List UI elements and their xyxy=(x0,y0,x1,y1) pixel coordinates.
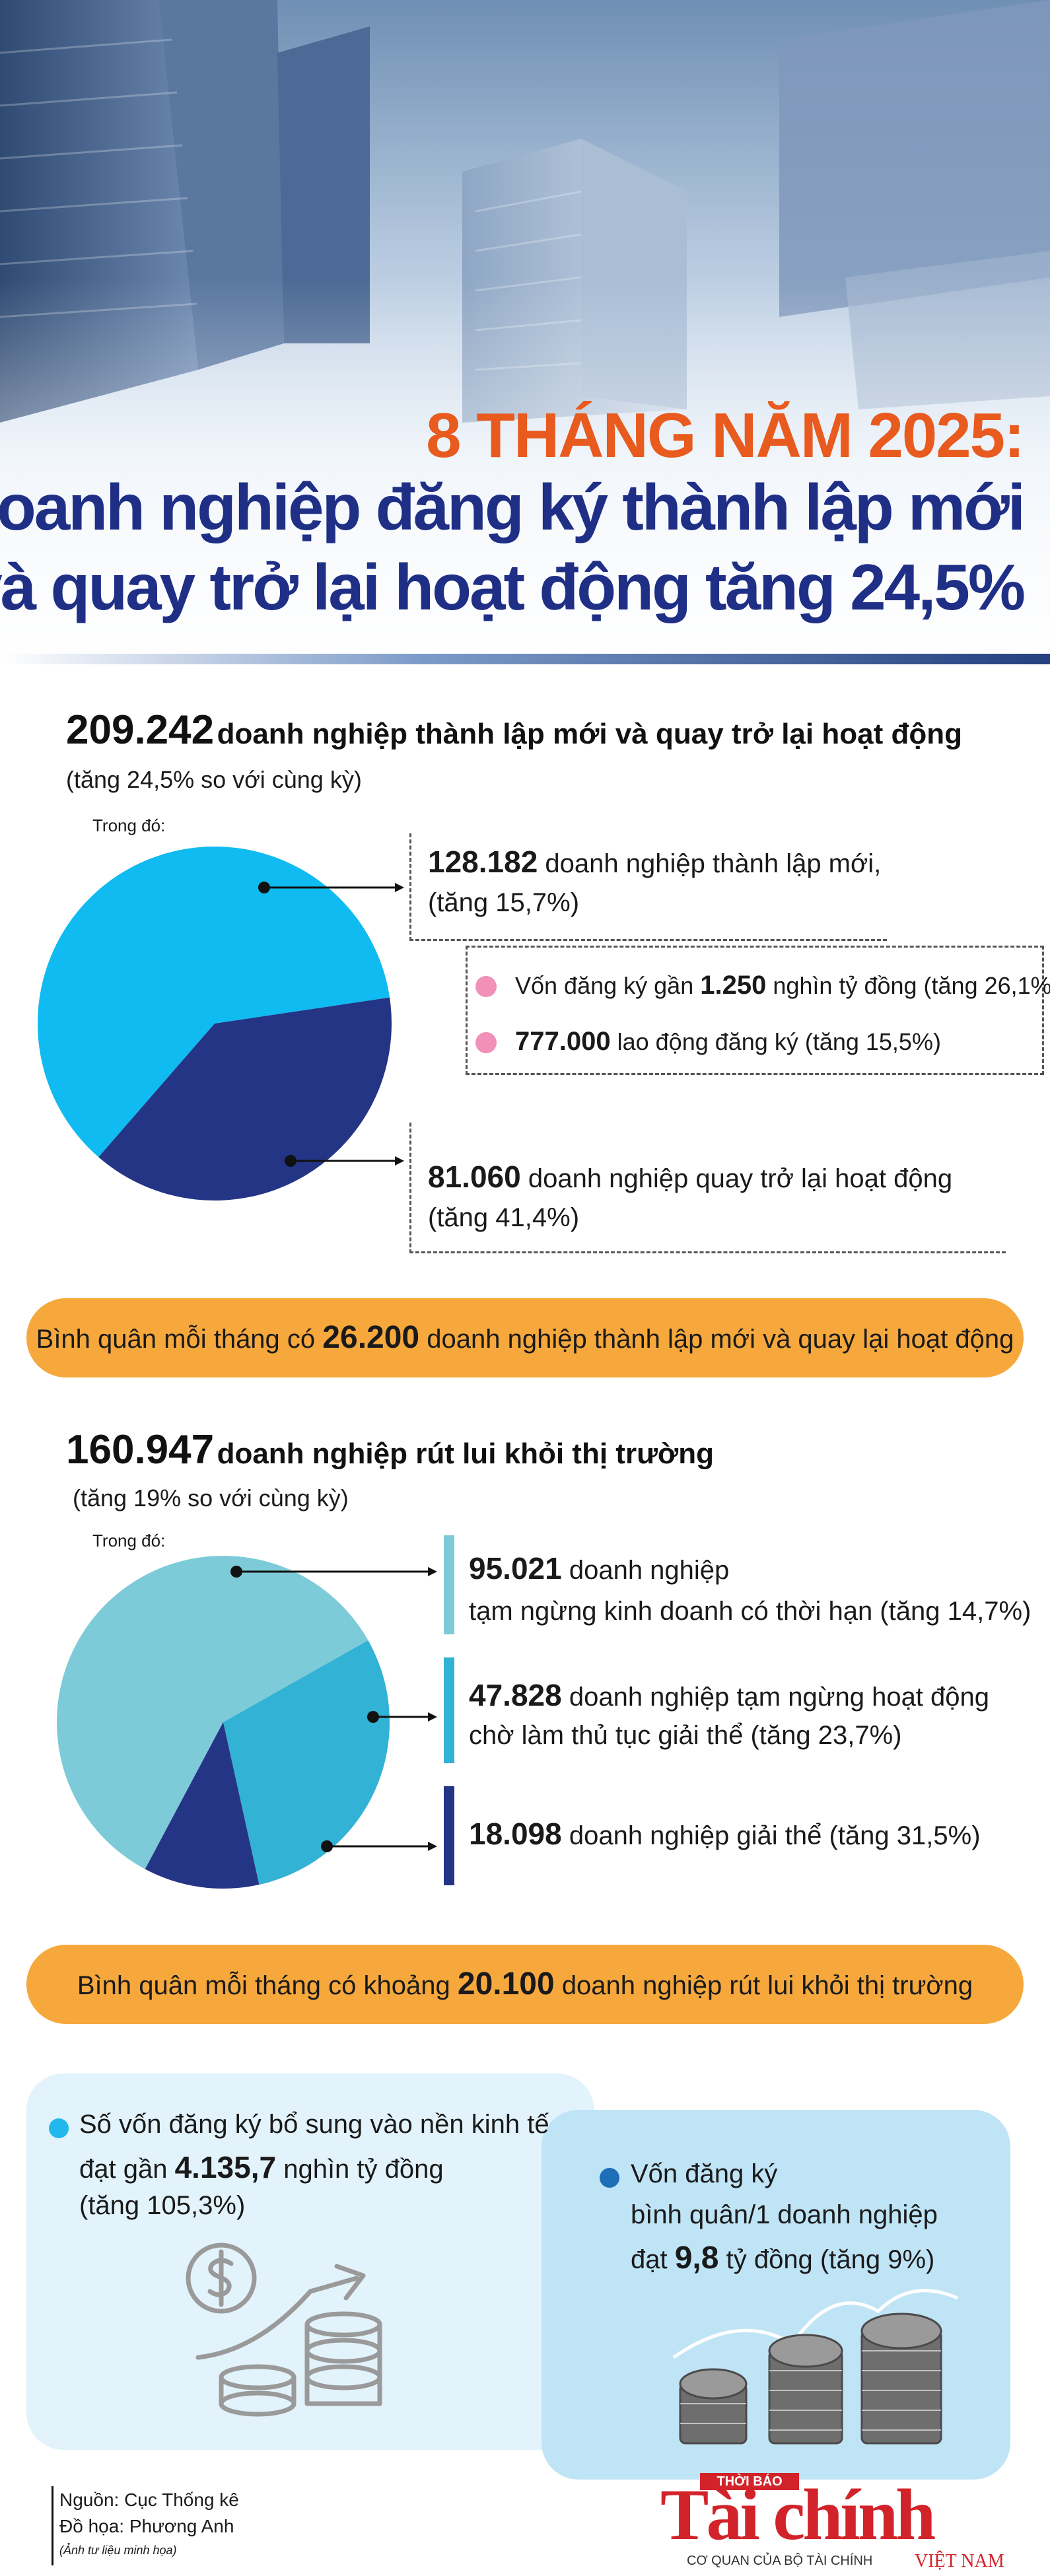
section2-avg-suffix: doanh nghiệp rút lui khỏi thị trường xyxy=(561,1971,973,2000)
section1-avg-suffix: doanh nghiệp thành lập mới và quay lại h… xyxy=(427,1325,1014,1354)
dissolved-bar xyxy=(444,1786,454,1885)
added-capital-number: 4.135,7 xyxy=(174,2150,277,2184)
section2-avg-number: 20.100 xyxy=(457,1967,555,2002)
average-capital-number: 9,8 xyxy=(674,2241,719,2276)
temp-suspend-bar xyxy=(444,1535,454,1634)
dissolved-label: doanh nghiệp giải thể (tăng 31,5%) xyxy=(569,1821,981,1850)
period-title: 8 THÁNG NĂM 2025: xyxy=(426,400,1025,471)
new-business-details-box xyxy=(466,946,1044,1075)
pie-slice-temporary-suspension xyxy=(57,1556,368,1869)
section2-connectors xyxy=(230,1566,437,1852)
dissolved-number: 18.098 xyxy=(469,1817,562,1851)
photo-note: (Ảnh tư liệu minh họa) xyxy=(59,2544,177,2557)
added-capital-bullet-icon xyxy=(49,2118,69,2138)
labor-suffix: lao động đăng ký (tăng 15,5%) xyxy=(617,1028,941,1055)
section2-monthly-average-banner xyxy=(26,1945,1024,2024)
section1-avg-prefix: Bình quân mỗi tháng có xyxy=(36,1325,316,1354)
section1-total-change: (tăng 24,5% so với cùng kỳ) xyxy=(66,766,362,793)
temp-suspend-label: doanh nghiệp xyxy=(569,1556,730,1585)
temp-suspend-line2: tạm ngừng kinh doanh có thời hạn (tăng 1… xyxy=(469,1597,1032,1626)
average-capital-prefix: đạt xyxy=(631,2245,668,2274)
pie-slice-new-business xyxy=(38,847,390,1158)
logo-top-text: THỜI BÁO xyxy=(700,2473,799,2490)
return-business-number: 81.060 xyxy=(428,1160,521,1194)
graphics-credit: Đồ họa: Phương Anh xyxy=(59,2516,234,2536)
logo-sub-text: CƠ QUAN CỦA BỘ TÀI CHÍNH xyxy=(687,2554,873,2568)
section2-of-which: Trong đó: xyxy=(92,1531,166,1550)
labor-bullet-icon xyxy=(475,1032,497,1053)
section2-avg-prefix: Bình quân mỗi tháng có khoảng xyxy=(77,1971,450,2000)
section1-total-label: doanh nghiệp thành lập mới và quay trở l… xyxy=(217,718,962,750)
capital-bullet-icon xyxy=(475,976,497,997)
city-skyline-illustration xyxy=(0,0,1050,660)
added-capital-suffix: nghìn tỷ đồng xyxy=(283,2155,444,2184)
section2-total-number: 160.947 xyxy=(66,1427,215,1473)
section2-total-change: (tăng 19% so với cùng kỳ) xyxy=(73,1484,349,1512)
new-business-line: 128.182 doanh nghiệp thành lập mới, xyxy=(428,844,881,880)
section1-total-number: 209.242 xyxy=(66,707,215,753)
capital-line: Vốn đăng ký gần 1.250 nghìn tỷ đồng (tăn… xyxy=(515,971,1050,1000)
return-business-change: (tăng 41,4%) xyxy=(428,1203,580,1232)
section2-pie-chart xyxy=(57,1556,390,1889)
pending-dissolution-number: 47.828 xyxy=(469,1678,562,1712)
pie-slice-returning-business xyxy=(98,997,392,1201)
pie-slice-pending-dissolution xyxy=(223,1640,390,1885)
section1-monthly-average-banner xyxy=(26,1298,1024,1377)
coin-stacks-icon xyxy=(672,2289,958,2445)
added-capital-prefix: đạt gần xyxy=(79,2155,168,2184)
average-capital-line1: Vốn đăng ký xyxy=(631,2159,778,2188)
average-capital-line2: bình quân/1 doanh nghiệp xyxy=(631,2200,938,2229)
temp-suspend-line1: 95.021 doanh nghiệp xyxy=(469,1550,729,1586)
pending-dissolution-label: doanh nghiệp tạm ngừng hoạt động xyxy=(569,1683,990,1712)
main-title-line2: và quay trở lại hoạt động tăng 24,5% xyxy=(0,551,1026,623)
pending-dissolution-line2: chờ làm thủ tục giải thể (tăng 23,7%) xyxy=(469,1721,902,1750)
return-business-line: 81.060 doanh nghiệp quay trở lại hoạt độ… xyxy=(428,1159,952,1195)
coins-growth-icon xyxy=(186,2243,382,2417)
added-capital-panel xyxy=(26,2073,594,2450)
section2-monthly-average-text: Bình quân mỗi tháng có khoảng 20.100 doa… xyxy=(26,1945,1024,2024)
section1-of-which: Trong đó: xyxy=(92,816,166,835)
header-divider xyxy=(0,654,1050,664)
average-capital-suffix: tỷ đồng (tăng 9%) xyxy=(726,2245,935,2274)
average-capital-line3: đạt 9,8 tỷ đồng (tăng 9%) xyxy=(631,2240,934,2276)
capital-prefix: Vốn đăng ký gần xyxy=(515,972,694,999)
added-capital-line1: Số vốn đăng ký bổ sung vào nền kinh tế xyxy=(79,2110,549,2139)
section1-pie-chart xyxy=(38,847,392,1201)
logo-country-text: VIỆT NAM xyxy=(915,2551,1004,2571)
section2-total-label: doanh nghiệp rút lui khỏi thị trường xyxy=(217,1438,714,1470)
temp-suspend-number: 95.021 xyxy=(469,1551,562,1585)
footer-rule xyxy=(52,2486,53,2565)
capital-number: 1.250 xyxy=(700,971,767,1000)
dissolved-line: 18.098 doanh nghiệp giải thể (tăng 31,5%… xyxy=(469,1816,981,1852)
return-business-label: doanh nghiệp quay trở lại hoạt động xyxy=(528,1164,953,1193)
pie-slice-dissolved xyxy=(145,1722,260,1889)
new-business-label: doanh nghiệp thành lập mới, xyxy=(545,849,882,878)
pending-dissolution-line1: 47.828 doanh nghiệp tạm ngừng hoạt động xyxy=(469,1677,989,1713)
average-capital-bullet-icon xyxy=(600,2168,619,2188)
section1-headline: 209.242 doanh nghiệp thành lập mới và qu… xyxy=(66,707,962,753)
capital-suffix: nghìn tỷ đồng (tăng 26,1%) xyxy=(773,972,1050,999)
new-business-change: (tăng 15,7%) xyxy=(428,888,580,917)
section2-headline: 160.947 doanh nghiệp rút lui khỏi thị tr… xyxy=(66,1426,714,1473)
new-business-box xyxy=(409,833,887,941)
added-capital-change: (tăng 105,3%) xyxy=(79,2191,246,2220)
new-business-number: 128.182 xyxy=(428,845,538,879)
main-title-line1: Doanh nghiệp đăng ký thành lập mới xyxy=(0,471,1026,543)
added-capital-line2: đạt gần 4.135,7 nghìn tỷ đồng xyxy=(79,2149,444,2185)
section1-connectors xyxy=(258,882,404,1167)
labor-number: 777.000 xyxy=(515,1027,611,1056)
return-business-box xyxy=(409,1123,1006,1253)
hero-banner xyxy=(0,0,1050,660)
logo-main-text: Tài chính xyxy=(660,2474,936,2555)
pending-dissolution-bar xyxy=(444,1657,454,1763)
labor-line: 777.000 lao động đăng ký (tăng 15,5%) xyxy=(515,1027,941,1057)
section1-avg-number: 26.200 xyxy=(322,1320,420,1355)
source-credit: Nguồn: Cục Thống kê xyxy=(59,2489,239,2510)
section1-monthly-average-text: Bình quân mỗi tháng có 26.200 doanh nghi… xyxy=(26,1298,1024,1377)
publisher-logo: THỜI BÁO Tài chính CƠ QUAN CỦA BỘ TÀI CH… xyxy=(660,2473,1030,2572)
